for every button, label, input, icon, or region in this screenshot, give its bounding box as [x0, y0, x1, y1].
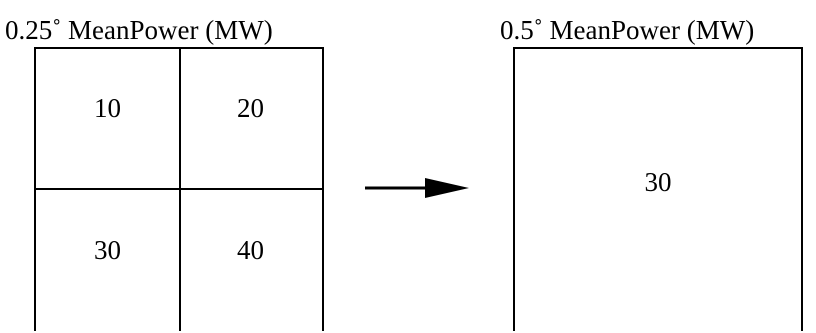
fine-grid-cell-bottom-left: 30 — [94, 235, 121, 265]
coarse-grid-cell: 30 — [515, 49, 801, 331]
coarse-grid: 30 — [513, 47, 803, 331]
coarse-grid-value: 30 — [644, 167, 672, 197]
fine-grid-title: 0.25˚ MeanPower (MW) — [5, 15, 273, 45]
fine-grid-cell-bottom-right: 40 — [237, 235, 264, 265]
fine-grid-vertical-divider — [179, 49, 181, 331]
coarse-grid-title: 0.5˚ MeanPower (MW) — [500, 15, 755, 45]
fine-grid-cell-top-left: 10 — [94, 93, 121, 123]
arrow-head — [425, 178, 469, 198]
fine-grid-horizontal-divider — [36, 188, 322, 190]
fine-grid: 10 20 30 40 — [34, 47, 324, 331]
fine-grid-cell-top-right: 20 — [237, 93, 264, 123]
aggregation-arrow-icon — [365, 178, 469, 198]
